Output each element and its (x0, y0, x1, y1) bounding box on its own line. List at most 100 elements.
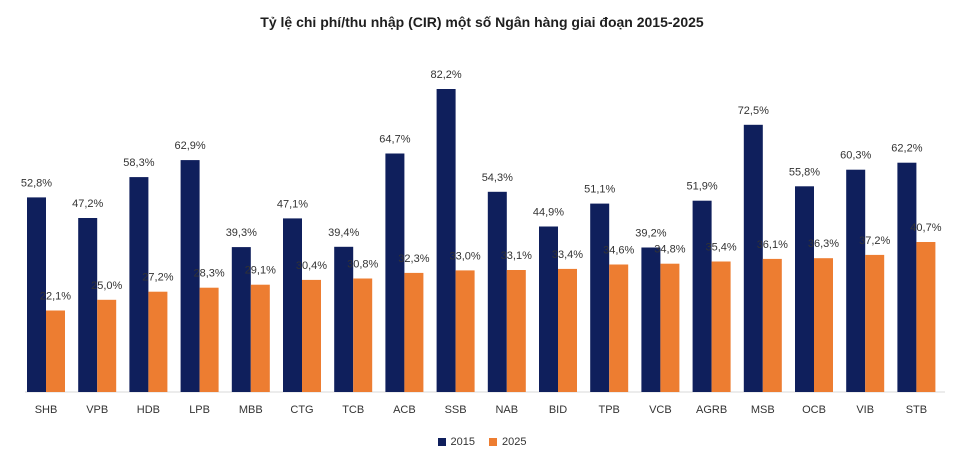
category-label-hdb: HDB (137, 404, 160, 416)
bar-2025-lpb (199, 287, 219, 392)
value-label-2015-vpb: 47,2% (72, 198, 103, 210)
category-label-nab: NAB (495, 404, 518, 416)
value-label-2015-shb: 52,8% (21, 177, 52, 189)
bar-2025-vib (865, 254, 885, 392)
value-label-2015-mbb: 39,3% (226, 227, 257, 239)
bar-2025-ocb (814, 258, 833, 392)
bar-2025-tpb (609, 264, 629, 392)
legend-label-2015: 2015 (450, 436, 475, 448)
category-label-shb: SHB (35, 404, 58, 416)
value-label-2025-hdb: 27,2% (142, 272, 173, 284)
value-label-2015-ctg: 47,1% (277, 198, 308, 210)
value-label-2025-tcb: 30,8% (347, 259, 378, 271)
value-label-2025-vpb: 25,0% (91, 280, 122, 292)
bar-2015-shb (27, 197, 46, 392)
bar-2015-tpb (590, 203, 610, 392)
category-label-ocb: OCB (802, 404, 826, 416)
bar-2015-tcb (334, 246, 354, 392)
category-label-vpb: VPB (86, 404, 108, 416)
bar-2015-ctg (283, 218, 302, 392)
category-label-ssb: SSB (445, 404, 467, 416)
value-label-2025-stb: 40,7% (910, 222, 941, 234)
bar-2025-vcb (660, 263, 680, 392)
bar-2025-stb (916, 242, 936, 392)
category-label-agrb: AGRB (696, 404, 727, 416)
bar-2025-nab (506, 270, 526, 392)
bar-2025-msb (762, 258, 782, 392)
bar-2015-vcb (641, 247, 661, 392)
bar-2015-lpb (180, 160, 200, 392)
bar-2015-agrb (692, 200, 712, 392)
value-label-2025-shb: 22,1% (40, 291, 71, 303)
value-label-2015-ssb: 82,2% (430, 69, 461, 81)
bar-2025-ssb (455, 270, 475, 392)
value-label-2025-ocb: 36,3% (808, 238, 839, 250)
category-label-vcb: VCB (649, 404, 672, 416)
value-label-2015-vib: 60,3% (840, 150, 871, 162)
value-label-2015-tcb: 39,4% (328, 227, 359, 239)
value-label-2015-ocb: 55,8% (789, 166, 820, 178)
category-label-tpb: TPB (598, 404, 619, 416)
bar-2015-ssb (436, 89, 456, 392)
value-label-2015-hdb: 58,3% (123, 157, 154, 169)
category-label-stb: STB (906, 404, 927, 416)
legend-swatch-2015 (437, 438, 446, 446)
value-label-2015-stb: 62,2% (891, 143, 922, 155)
value-label-2015-vcb: 39,2% (635, 228, 666, 240)
category-label-ctg: CTG (290, 404, 313, 416)
category-label-lpb: LPB (189, 404, 210, 416)
value-label-2025-vcb: 34,8% (654, 244, 685, 256)
bar-2015-vpb (78, 218, 98, 392)
value-labels-group: 52,8% 22,1% 47,2% 25,0% 58,3% 27,2% 62,9% 28,3%… (21, 69, 942, 303)
bar-2025-hdb (148, 291, 168, 392)
value-label-2015-nab: 54,3% (482, 172, 513, 184)
category-label-vib: VIB (856, 404, 874, 416)
category-labels-group: SHB VPB HDB LPB MBB CTG TCB ACB SSB NAB BID TPB VCB A… (35, 404, 927, 416)
value-label-2015-msb: 72,5% (738, 105, 769, 117)
category-label-acb: ACB (393, 404, 416, 416)
bar-2015-hdb (129, 177, 149, 392)
value-label-2015-tpb: 51,1% (584, 184, 615, 196)
value-label-2025-acb: 32,3% (398, 253, 429, 265)
bar-2015-acb (385, 153, 405, 392)
bar-2025-ctg (302, 279, 321, 392)
bars-group (27, 89, 936, 393)
value-label-2015-agrb: 51,9% (686, 181, 717, 193)
value-label-2025-lpb: 28,3% (193, 268, 224, 280)
legend-item-2015: 2015 (437, 436, 475, 448)
bar-2015-nab (487, 191, 507, 392)
value-label-2025-ssb: 33,0% (449, 250, 480, 262)
category-label-tcb: TCB (342, 404, 364, 416)
bar-2025-tcb (353, 278, 373, 392)
bar-2025-bid (558, 268, 577, 392)
bar-2025-agrb (711, 261, 731, 392)
value-label-2025-msb: 36,1% (757, 239, 788, 251)
legend-label-2025: 2025 (502, 436, 527, 448)
legend-item-2025: 2025 (489, 436, 526, 448)
value-label-2025-tpb: 34,6% (603, 245, 634, 257)
legend: 2015 2025 (0, 436, 964, 448)
bar-2025-acb (404, 272, 424, 392)
value-label-2015-acb: 64,7% (379, 134, 410, 146)
category-label-bid: BID (549, 404, 567, 416)
bar-2015-mbb (231, 247, 251, 392)
bar-2015-vib (846, 169, 866, 392)
value-label-2015-bid: 44,9% (533, 207, 564, 219)
value-label-2025-vib: 37,2% (859, 235, 890, 247)
legend-swatch-2025 (489, 438, 497, 446)
bar-2015-bid (539, 226, 558, 392)
value-label-2025-agrb: 35,4% (705, 242, 736, 254)
bar-2015-stb (897, 162, 917, 392)
bar-2025-vpb (97, 299, 117, 392)
value-label-2025-nab: 33,1% (501, 250, 532, 262)
category-label-mbb: MBB (239, 404, 263, 416)
value-label-2025-ctg: 30,4% (296, 260, 327, 272)
value-label-2015-lpb: 62,9% (174, 140, 205, 152)
value-label-2025-bid: 33,4% (552, 249, 583, 261)
category-label-msb: MSB (751, 404, 775, 416)
value-label-2025-mbb: 29,1% (245, 265, 276, 277)
bar-2015-ocb (795, 186, 814, 392)
chart-title: Tỷ lệ chi phí/thu nhập (CIR) một số Ngân… (260, 14, 704, 30)
bar-2025-shb (46, 310, 65, 392)
